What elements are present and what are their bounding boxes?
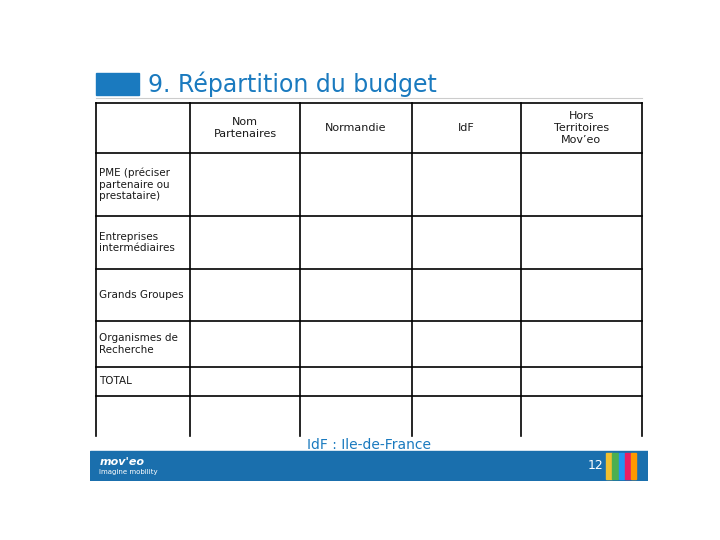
Bar <box>606 453 611 479</box>
Bar <box>631 453 636 479</box>
Text: PME (préciser
partenaire ou
prestataire): PME (préciser partenaire ou prestataire) <box>99 167 171 201</box>
Text: 12: 12 <box>588 460 603 472</box>
Text: IdF : Ile-de-France: IdF : Ile-de-France <box>307 438 431 452</box>
Text: IdF: IdF <box>458 123 474 133</box>
Text: 9. Répartition du budget: 9. Répartition du budget <box>148 71 437 97</box>
Bar <box>618 453 624 479</box>
Text: Grands Groupes: Grands Groupes <box>99 290 184 300</box>
Text: Imagine mobility: Imagine mobility <box>99 469 158 475</box>
Text: mov'eo: mov'eo <box>99 457 144 467</box>
Bar <box>612 453 618 479</box>
Text: Entreprises
intermédiaires: Entreprises intermédiaires <box>99 232 175 253</box>
Text: TOTAL: TOTAL <box>99 376 132 387</box>
Bar <box>90 451 648 481</box>
Bar <box>96 73 139 95</box>
Text: Hors
Territoires
Mov’eo: Hors Territoires Mov’eo <box>554 111 609 145</box>
Text: Nom
Partenaires: Nom Partenaires <box>214 117 276 139</box>
Text: Organismes de
Recherche: Organismes de Recherche <box>99 333 178 355</box>
Bar <box>625 453 630 479</box>
Text: Normandie: Normandie <box>325 123 387 133</box>
